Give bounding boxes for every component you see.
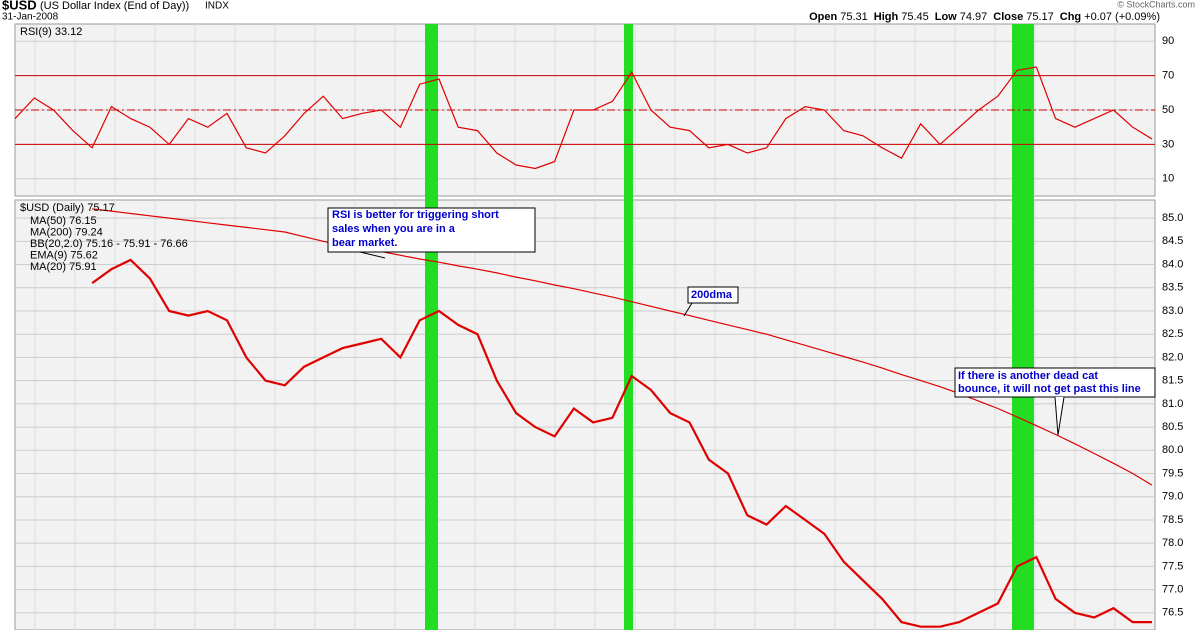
quote-label: Close xyxy=(993,11,1023,23)
y-tick-label: 77.0 xyxy=(1162,584,1183,596)
quote-value: 75.17 xyxy=(1026,11,1054,23)
y-tick-label: 83.5 xyxy=(1162,282,1183,294)
y-tick-label: 78.5 xyxy=(1162,514,1183,526)
y-tick-label: 50 xyxy=(1162,104,1174,116)
quote-label: Open xyxy=(809,11,837,23)
annotation-2: 200dma xyxy=(683,286,739,317)
y-tick-label: 79.0 xyxy=(1162,491,1183,503)
quote-value: 75.45 xyxy=(901,11,929,23)
y-tick-label: 30 xyxy=(1162,138,1174,150)
exchange: INDX xyxy=(205,1,229,12)
annotation-1: RSI is better for triggering short sales … xyxy=(327,207,536,259)
date: 31-Jan-2008 xyxy=(2,12,59,23)
legend-entry: MA(200) 79.24 xyxy=(30,226,103,238)
quote-value: 75.31 xyxy=(840,11,868,23)
y-tick-label: 90 xyxy=(1162,35,1174,47)
price-panel xyxy=(14,199,1156,631)
quote: Open 75.31 High 75.45 Low 74.97 Close 75.17 Chg +… xyxy=(809,11,1160,23)
legend-entry: BB(20,2.0) 75.16 - 75.91 - 76.66 xyxy=(30,238,188,250)
y-tick-label: 76.5 xyxy=(1162,607,1183,619)
legend-entry: MA(20) 75.91 xyxy=(30,261,97,273)
series-line xyxy=(91,258,1152,628)
y-tick-label: 84.5 xyxy=(1162,235,1183,247)
y-tick-label: 77.5 xyxy=(1162,560,1183,572)
annotation-text: 200dma xyxy=(691,289,733,301)
series-line xyxy=(92,208,1153,486)
y-tick-label: 82.5 xyxy=(1162,328,1183,340)
quote-label: Chg xyxy=(1060,11,1081,23)
annotation-text: If there is another dead cat bounce, it w… xyxy=(958,370,1141,395)
y-tick-label: 79.5 xyxy=(1162,467,1183,479)
index-name: (US Dollar Index (End of Day)) xyxy=(40,0,189,12)
y-tick-label: 78.0 xyxy=(1162,537,1183,549)
quote-label: High xyxy=(874,11,899,23)
symbol: $USD xyxy=(2,0,37,12)
panel-title: RSI(9) 33.12 xyxy=(20,26,82,38)
annotation-3: If there is another dead cat bounce, it w… xyxy=(954,367,1156,436)
y-tick-label: 85.0 xyxy=(1162,212,1183,224)
quote-value: 74.97 xyxy=(960,11,988,23)
highlight-bars xyxy=(425,24,1034,630)
y-tick-label: 83.0 xyxy=(1162,305,1183,317)
credit: © StockCharts.com xyxy=(1117,0,1195,9)
y-tick-label: 10 xyxy=(1162,173,1174,185)
y-tick-label: 80.5 xyxy=(1162,421,1183,433)
y-tick-label: 70 xyxy=(1162,70,1174,82)
quote-value: +0.07 (+0.09%) xyxy=(1084,11,1160,23)
y-tick-label: 81.0 xyxy=(1162,398,1183,410)
legend-entry: EMA(9) 75.62 xyxy=(30,249,98,261)
panel-title: $USD (Daily) 75.17 xyxy=(20,202,115,214)
annotation-text: RSI is better for triggering short sales … xyxy=(332,209,499,249)
y-tick-label: 80.0 xyxy=(1162,444,1183,456)
y-tick-label: 82.0 xyxy=(1162,351,1183,363)
series-line xyxy=(15,66,1153,170)
y-tick-label: 84.0 xyxy=(1162,258,1183,270)
quote-label: Low xyxy=(935,11,957,23)
y-tick-label: 81.5 xyxy=(1162,375,1183,387)
legend-entry: MA(50) 76.15 xyxy=(30,215,97,227)
